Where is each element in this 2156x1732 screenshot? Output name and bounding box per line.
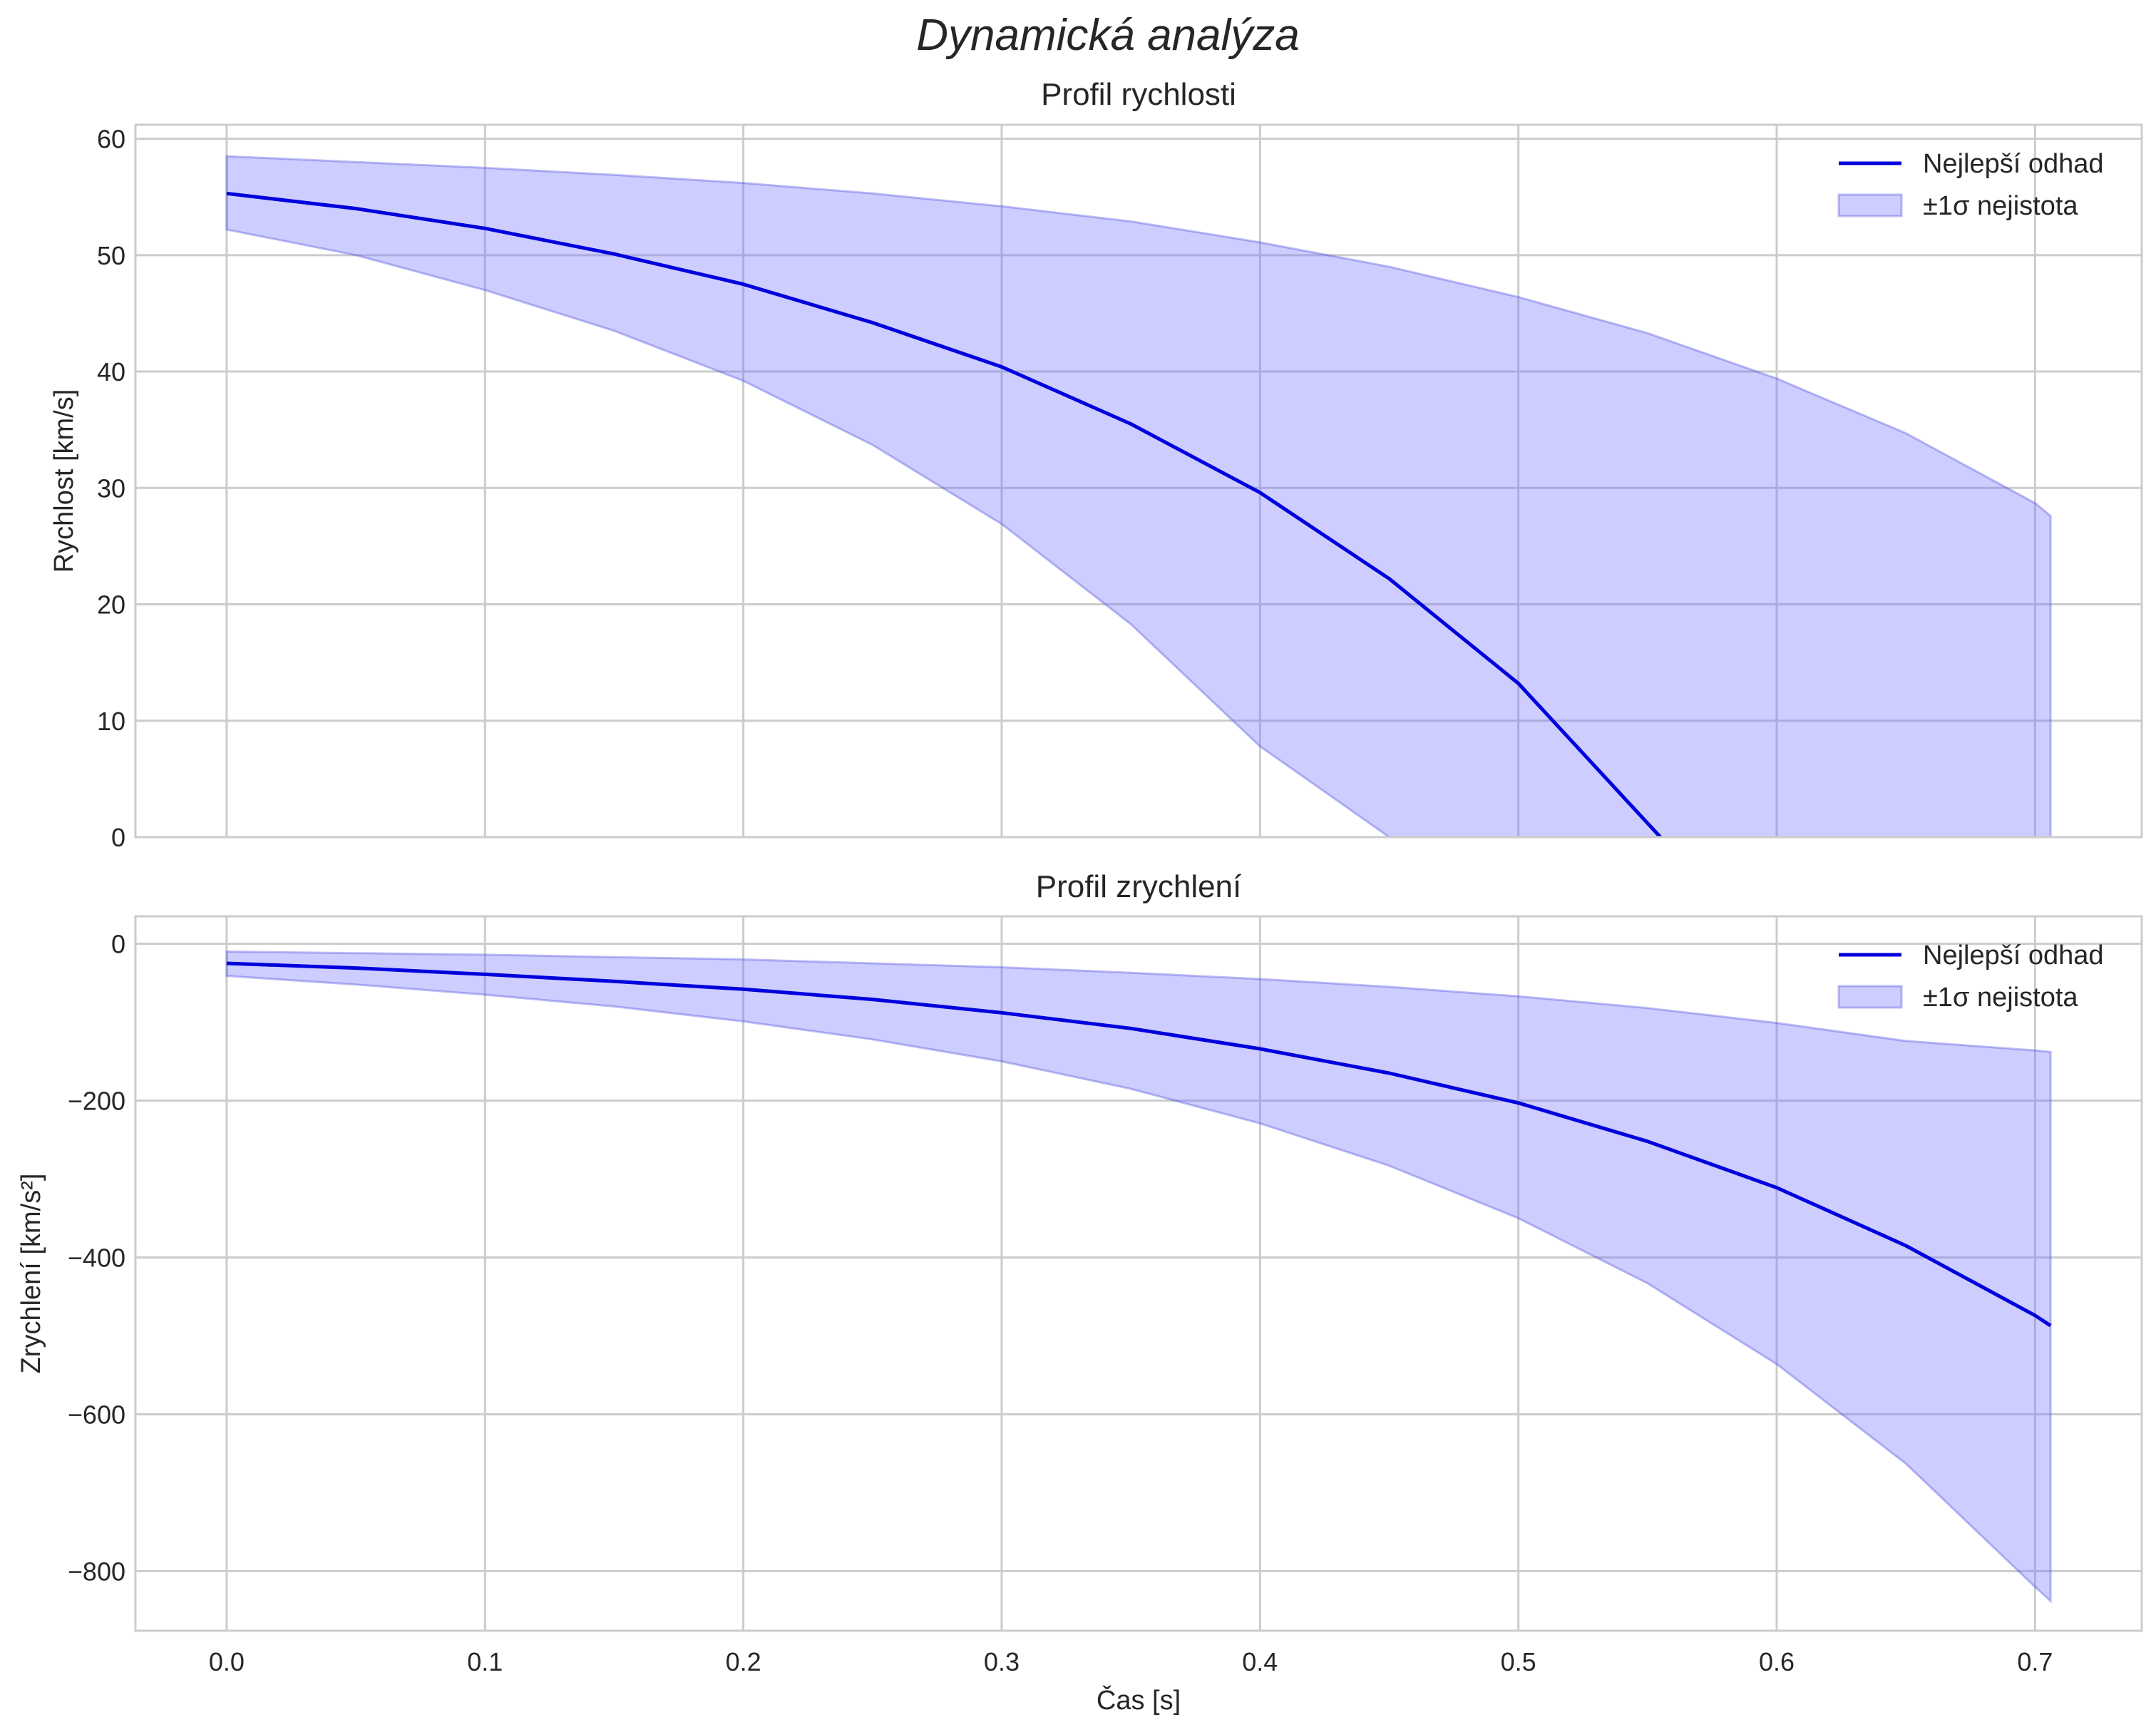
- axes-frame: [134, 915, 2143, 1632]
- x-tick-label: 0.7: [2017, 1647, 2053, 1676]
- x-tick-label: 0.0: [209, 1647, 245, 1676]
- x-axis-label: Čas [s]: [1097, 1684, 1181, 1716]
- y-tick-label: 60: [97, 125, 125, 154]
- y-tick-label: 50: [97, 241, 125, 270]
- y-tick-label: −600: [68, 1400, 125, 1429]
- uncertainty-band: [225, 950, 2052, 1604]
- legend-band-label: ±1σ nejistota: [1923, 191, 2078, 221]
- subplot-title: Profil rychlosti: [1041, 77, 1236, 112]
- y-axis-label: Zrychlení [km/s²]: [16, 1174, 46, 1374]
- legend-band-label: ±1σ nejistota: [1923, 983, 2078, 1013]
- legend-band-swatch: [1837, 193, 1903, 217]
- y-tick-label: 40: [97, 357, 125, 386]
- y-tick-label: 20: [97, 590, 125, 620]
- best-estimate-line: [226, 191, 1662, 837]
- y-tick-label: −400: [68, 1243, 125, 1272]
- legend-band-swatch: [1837, 985, 1903, 1009]
- figure-suptitle: Dynamická analýza: [916, 11, 1300, 60]
- y-tick-label: 0: [111, 929, 125, 958]
- y-tick-label: 10: [97, 707, 125, 736]
- axes-frame: [134, 123, 2143, 839]
- legend-line-label: Nejlepší odhad: [1923, 941, 2104, 970]
- legend-line-label: Nejlepší odhad: [1923, 149, 2104, 179]
- x-tick-label: 0.4: [1242, 1647, 1278, 1676]
- acceleration-subplot: 0 −200 −400 −600 −800 0.0 0.1 0.2 0.3 0.4 0.5 0.6 0.…: [16, 869, 2143, 1676]
- y-tick-label: 30: [97, 473, 125, 503]
- x-tick-label: 0.1: [467, 1647, 503, 1676]
- subplot-title: Profil zrychlení: [1036, 869, 1242, 904]
- x-tick-label: 0.6: [1759, 1647, 1795, 1676]
- best-estimate-line: [226, 961, 2052, 1328]
- y-axis-label: Rychlost [km/s]: [49, 389, 79, 573]
- velocity-subplot: 0 10 20 30 40 50 60 Profil rychlosti Rychlost [k…: [49, 77, 2143, 852]
- uncertainty-band: [225, 155, 2052, 837]
- y-tick-label: −200: [68, 1086, 125, 1115]
- x-tick-label: 0.2: [726, 1647, 761, 1676]
- y-tick-label: −800: [68, 1557, 125, 1586]
- x-tick-label: 0.5: [1501, 1647, 1536, 1676]
- y-tick-label: 0: [111, 823, 125, 852]
- x-tick-label: 0.3: [984, 1647, 1020, 1676]
